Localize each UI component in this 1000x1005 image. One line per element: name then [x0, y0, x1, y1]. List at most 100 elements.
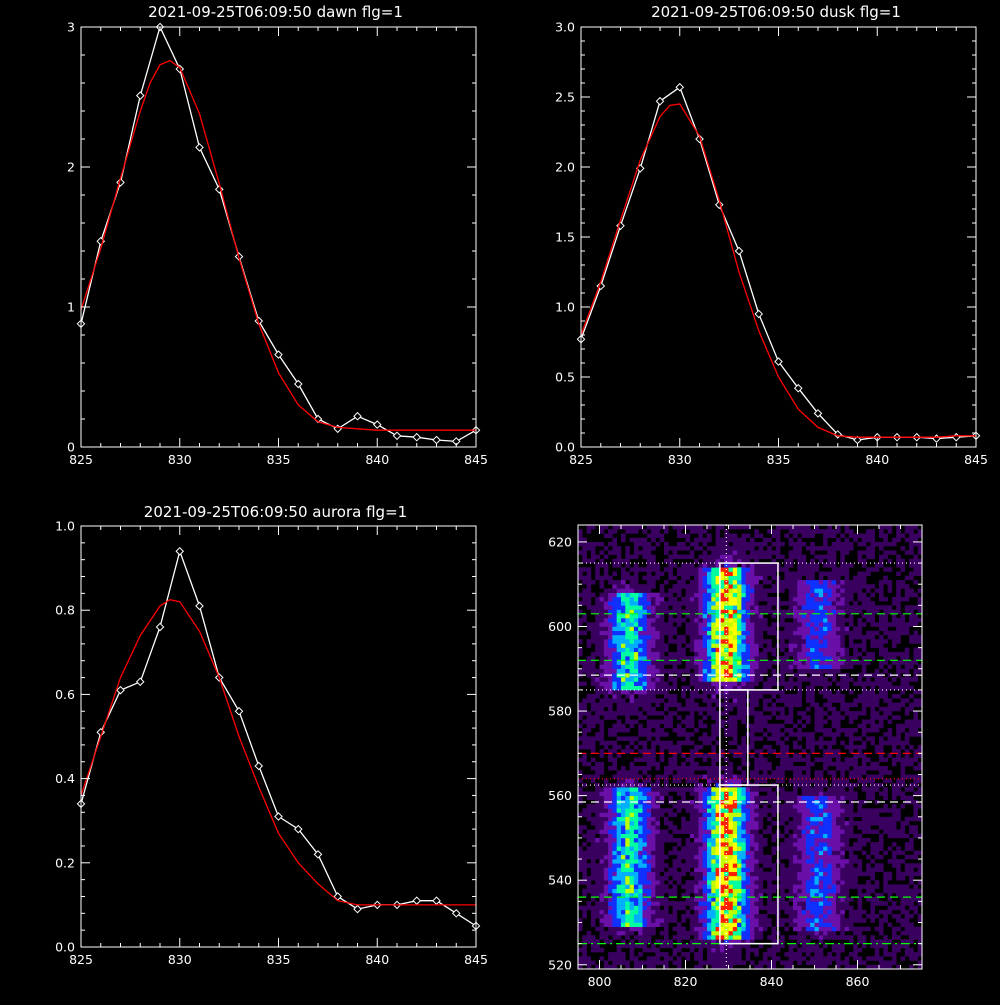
heatmap-cell [625, 597, 630, 602]
heatmap-cell [690, 923, 695, 928]
heatmap-cell [690, 711, 695, 716]
heatmap-cell [737, 906, 742, 911]
heatmap-cell [694, 935, 699, 940]
heatmap-cell [711, 736, 716, 741]
heatmap-cell [815, 601, 820, 606]
heatmap-cell [647, 931, 652, 936]
heatmap-cell [797, 525, 802, 530]
heatmap-cell [810, 682, 815, 687]
heatmap-cell [664, 808, 669, 813]
heatmap-cell [711, 948, 716, 953]
heatmap-cell [647, 897, 652, 902]
heatmap-cell [724, 804, 729, 809]
heatmap-cell [643, 550, 648, 555]
data-point-marker [137, 92, 144, 99]
heatmap-cell [591, 745, 596, 750]
heatmap-cell [711, 863, 716, 868]
heatmap-cell [686, 808, 691, 813]
heatmap-cell [690, 901, 695, 906]
heatmap-cell [664, 703, 669, 708]
heatmap-cell [746, 897, 751, 902]
heatmap-cell [660, 897, 665, 902]
heatmap-cell [810, 601, 815, 606]
heatmap-cell [625, 559, 630, 564]
heatmap-cell [655, 842, 660, 847]
heatmap-cell [651, 956, 656, 961]
heatmap-cell [686, 546, 691, 551]
heatmap-cell [621, 889, 626, 894]
heatmap-cell [643, 876, 648, 881]
heatmap-cell [582, 703, 587, 708]
heatmap-cell [690, 550, 695, 555]
heatmap-cell [707, 935, 712, 940]
heatmap-cell [621, 622, 626, 627]
heatmap-cell [810, 639, 815, 644]
heatmap-cell [698, 918, 703, 923]
heatmap-cell [754, 652, 759, 657]
heatmap-cell [630, 813, 635, 818]
heatmap-cell [802, 868, 807, 873]
heatmap-cell [741, 817, 746, 822]
heatmap-cell [729, 800, 734, 805]
heatmap-cell [772, 736, 777, 741]
heatmap-cell [664, 715, 669, 720]
heatmap-cell [763, 618, 768, 623]
heatmap-cell [612, 529, 617, 534]
heatmap-cell [819, 745, 824, 750]
heatmap-cell [789, 715, 794, 720]
heatmap-cell [655, 563, 660, 568]
heatmap-cell [737, 863, 742, 868]
heatmap-cell [815, 872, 820, 877]
heatmap-cell [759, 880, 764, 885]
heatmap-cell [763, 808, 768, 813]
heatmap-cell [621, 698, 626, 703]
heatmap-cell [746, 584, 751, 589]
heatmap-cell [634, 889, 639, 894]
heatmap-cell [741, 745, 746, 750]
heatmap-cell [694, 838, 699, 843]
heatmap-cell [703, 652, 708, 657]
heatmap-cell [707, 884, 712, 889]
heatmap-cell [668, 766, 673, 771]
heatmap-cell [668, 825, 673, 830]
heatmap-cell [806, 880, 811, 885]
heatmap-cell [638, 834, 643, 839]
heatmap-cell [604, 690, 609, 695]
heatmap-cell [802, 804, 807, 809]
heatmap-cell [703, 906, 708, 911]
heatmap-cell [634, 711, 639, 716]
heatmap-cell [789, 758, 794, 763]
heatmap-cell [608, 601, 613, 606]
y-tick-label: 0.0 [55, 940, 75, 955]
heatmap-cell [819, 901, 824, 906]
heatmap-cell [707, 939, 712, 944]
heatmap-cell [625, 643, 630, 648]
heatmap-cell [754, 952, 759, 957]
heatmap-cell [698, 914, 703, 919]
heatmap-cell [651, 906, 656, 911]
heatmap-cell [617, 665, 622, 670]
heatmap-cell [600, 753, 605, 758]
heatmap-cell [754, 622, 759, 627]
heatmap-cell [690, 808, 695, 813]
heatmap-cell [733, 918, 738, 923]
heatmap-cell [621, 880, 626, 885]
heatmap-cell [780, 715, 785, 720]
heatmap-cell [582, 741, 587, 746]
heatmap-cell [612, 643, 617, 648]
heatmap-cell [612, 817, 617, 822]
heatmap-cell [587, 665, 592, 670]
aurora-title: 2021-09-25T06:09:50 aurora flg=1 [144, 503, 407, 521]
heatmap-cell [647, 652, 652, 657]
heatmap-cell [625, 825, 630, 830]
heatmap-cell [600, 889, 605, 894]
heatmap-cell [741, 627, 746, 632]
heatmap-cell [806, 897, 811, 902]
heatmap-cell [819, 880, 824, 885]
heatmap-cell [754, 635, 759, 640]
heatmap-cell [784, 876, 789, 881]
heatmap-cell [647, 567, 652, 572]
heatmap-cell [621, 923, 626, 928]
data-point-marker [275, 351, 282, 358]
heatmap-cell [694, 762, 699, 767]
